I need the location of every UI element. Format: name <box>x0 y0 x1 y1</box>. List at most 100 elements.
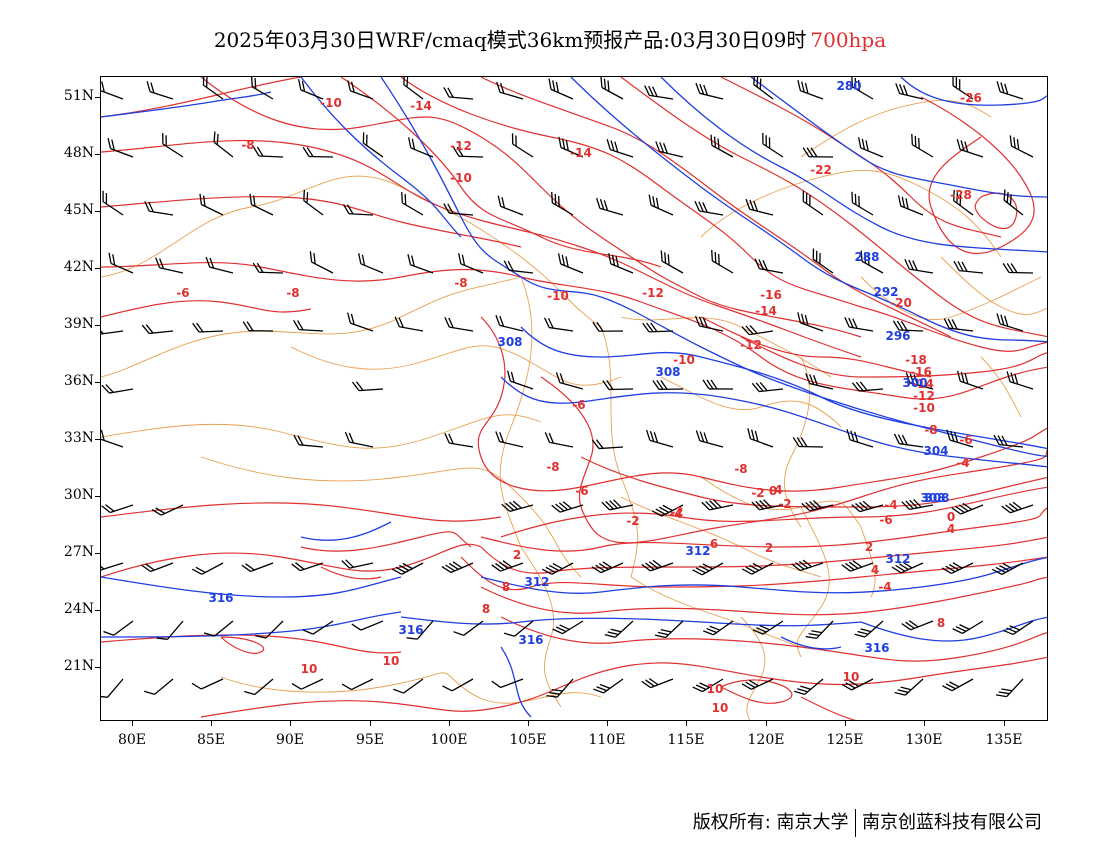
wind-barb <box>291 562 324 572</box>
wind-barb <box>641 559 674 572</box>
temperature-contour <box>480 576 1047 616</box>
wind-barb <box>792 436 824 448</box>
wind-barb <box>752 620 784 635</box>
height-contour <box>570 77 1047 343</box>
wind-barb <box>407 254 434 274</box>
wind-barb <box>591 561 624 574</box>
wind-barb <box>754 258 784 274</box>
temperature-label: -6 <box>879 513 892 527</box>
wind-barb <box>648 194 674 216</box>
wind-barb <box>652 379 684 391</box>
wind-barb <box>694 315 724 332</box>
height-label: 316 <box>518 633 543 647</box>
lat-tick <box>95 268 100 269</box>
wind-barb <box>593 678 624 694</box>
wind-barb <box>544 432 574 448</box>
temperature-label: 8 <box>502 580 510 594</box>
temperature-label: 0 <box>769 484 777 498</box>
temperature-label: -10 <box>547 289 569 303</box>
wind-barb <box>444 432 474 448</box>
temperature-label: -16 <box>910 365 932 379</box>
lon-label: 115E <box>667 732 705 748</box>
lon-label: 135E <box>985 732 1023 748</box>
temperature-contour <box>101 139 862 358</box>
temperature-label: -28 <box>950 188 972 202</box>
temperature-contour <box>101 77 302 118</box>
wind-barb <box>444 317 474 332</box>
wind-barb <box>901 499 934 511</box>
temperature-label: -14 <box>755 304 777 318</box>
temperature-contour <box>400 77 862 308</box>
wind-barb <box>551 191 574 216</box>
wind-barb <box>309 251 334 274</box>
credit-line: 版权所有: 南京大学 南京创蓝科技有限公司 <box>693 808 1042 837</box>
wind-barb <box>351 620 384 631</box>
wind-barb <box>655 141 684 158</box>
wind-barb <box>710 134 734 158</box>
wind-barb <box>805 620 834 640</box>
temperature-contour <box>220 636 264 654</box>
wind-barb <box>762 133 784 158</box>
title-main: 2025年03月30日WRF/cmaq模式36km预报产品:03月30日09时 <box>213 28 807 52</box>
temperature-label: -8 <box>924 423 937 437</box>
wind-barb <box>695 430 724 448</box>
temperature-label: 2 <box>865 540 873 554</box>
temperature-label: 10 <box>712 701 729 715</box>
lon-label: 80E <box>117 732 147 748</box>
height-label: 316 <box>864 641 889 655</box>
wind-barb <box>851 381 884 392</box>
temperature-label: 0 <box>947 510 955 524</box>
wind-barb <box>546 678 574 698</box>
wind-barb <box>558 136 584 158</box>
wind-barb <box>793 678 824 695</box>
wind-barb <box>992 562 1024 575</box>
temperature-label: -2 <box>670 505 683 519</box>
wind-barb <box>406 620 434 640</box>
height-contour <box>101 91 272 118</box>
wind-barb <box>797 312 824 332</box>
credit-separator <box>854 809 856 837</box>
wind-barb <box>344 431 374 448</box>
lon-label: 95E <box>355 732 385 748</box>
boundary-line <box>630 576 802 648</box>
temperature-label: -14 <box>570 146 592 160</box>
wind-barb <box>851 500 884 513</box>
temperature-contour <box>320 566 382 580</box>
wind-barb <box>213 131 234 158</box>
wind-barb <box>255 620 284 639</box>
wind-barb <box>495 431 524 448</box>
temperature-label: -8 <box>546 460 559 474</box>
lat-tick <box>95 382 100 383</box>
wind-barb <box>841 678 874 691</box>
height-label: 288 <box>854 250 879 264</box>
wind-barb <box>956 138 984 158</box>
temperature-label: -4 <box>956 456 969 470</box>
temperature-label: -2 <box>778 497 791 511</box>
boundary-line <box>220 672 452 693</box>
wind-barb <box>192 322 224 333</box>
wind-barb <box>644 85 674 100</box>
boundary-line <box>940 256 1047 315</box>
wind-barb <box>362 132 384 158</box>
wind-barb <box>905 372 934 390</box>
wind-barb <box>548 78 574 100</box>
wind-barb <box>897 195 924 216</box>
wind-barb <box>753 77 774 100</box>
wind-barb <box>495 315 524 332</box>
lat-label: 45N <box>63 202 94 218</box>
wind-barb <box>953 260 984 274</box>
wind-barb <box>252 262 284 274</box>
wind-barb <box>101 79 124 100</box>
height-contour <box>380 77 1047 457</box>
wind-barb <box>403 77 424 100</box>
boundary-line <box>860 276 1042 321</box>
temperature-label: 10 <box>301 662 318 676</box>
wind-barb <box>347 312 374 332</box>
wind-barb <box>443 87 474 100</box>
wind-barb <box>703 620 734 636</box>
wind-barb <box>1002 262 1034 274</box>
wind-barb <box>651 504 684 517</box>
lon-label: 125E <box>826 732 864 748</box>
temperature-label: 2 <box>513 548 521 562</box>
wind-barb <box>1006 371 1034 390</box>
